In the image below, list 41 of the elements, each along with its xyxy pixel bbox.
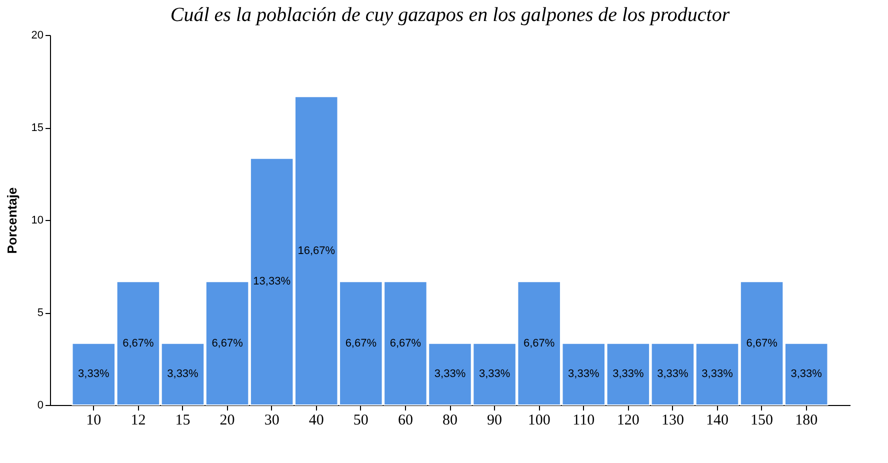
data-label: 6,67% — [212, 337, 244, 350]
x-tick-label: 120 — [616, 412, 640, 428]
y-tick-label: 10 — [31, 214, 44, 226]
data-label: 16,67% — [298, 244, 336, 257]
data-label: 3,33% — [478, 368, 510, 380]
data-label: 3,33% — [78, 368, 110, 380]
y-axis-title: Porcentaje — [4, 187, 20, 254]
chart-title: Cuál es la población de cuy gazapos en los galpones de los productor — [170, 4, 730, 26]
x-tick-label: 40 — [308, 412, 324, 428]
x-tick-label: 180 — [795, 412, 818, 428]
y-tick-label: 20 — [31, 30, 44, 42]
x-tick-label: 15 — [175, 412, 190, 428]
x-tick-label: 50 — [353, 412, 368, 428]
x-tick-label: 110 — [572, 412, 595, 428]
x-tick-label: 90 — [487, 412, 502, 428]
y-tick-label: 15 — [31, 122, 44, 134]
x-tick-label: 30 — [264, 412, 280, 428]
x-tick-label: 100 — [528, 412, 550, 428]
data-label: 6,67% — [746, 337, 778, 350]
x-tick-label: 60 — [398, 412, 413, 428]
x-tick-label: 80 — [442, 412, 458, 428]
data-label: 3,33% — [702, 368, 734, 380]
data-label: 6,67% — [390, 337, 422, 350]
data-label: 13,33% — [253, 276, 291, 288]
x-tick-label: 10 — [86, 412, 102, 428]
data-label: 6,67% — [122, 337, 154, 350]
data-label: 3,33% — [790, 368, 822, 380]
data-label: 6,67% — [523, 337, 555, 350]
data-label: 3,33% — [657, 368, 689, 380]
data-label: 3,33% — [434, 368, 466, 380]
x-tick-label: 12 — [130, 412, 146, 428]
x-tick-label: 20 — [220, 412, 235, 428]
x-tick-label: 130 — [661, 412, 684, 428]
data-label: 3,33% — [568, 368, 600, 380]
y-tick-label: 0 — [37, 400, 44, 412]
data-label: 3,33% — [167, 368, 199, 380]
data-label: 3,33% — [612, 368, 644, 380]
x-tick-label: 140 — [706, 412, 729, 428]
y-tick-label: 5 — [37, 307, 44, 319]
x-tick-label: 150 — [750, 412, 774, 428]
data-label: 6,67% — [345, 337, 377, 350]
